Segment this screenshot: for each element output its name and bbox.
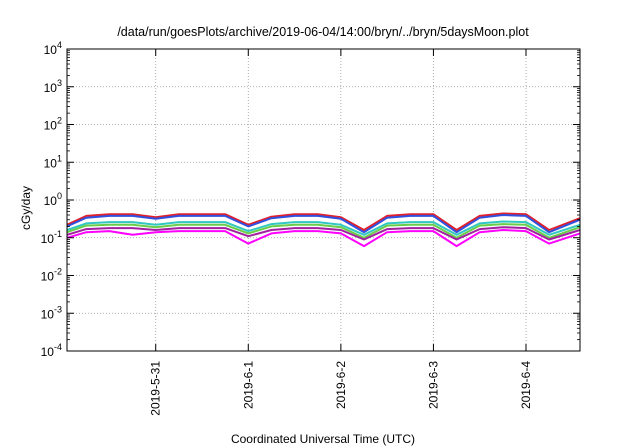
y-tick-label: 10-4 — [41, 342, 62, 359]
y-tick-label: 102 — [44, 116, 62, 133]
series-line-1 — [66, 212, 581, 231]
x-tick-label: 2019-6-4 — [519, 361, 533, 409]
x-axis: 2019-5-31 2019-6-1 2019-6-2 2019-6-3 2019-6-… — [149, 49, 533, 416]
plot-frame — [66, 48, 581, 352]
y-tick-label: 101 — [44, 153, 62, 170]
series-group — [66, 212, 581, 248]
series-line-4 — [66, 223, 581, 239]
x-axis-label: Coordinated Universal Time (UTC) — [231, 432, 415, 446]
y-axis: 10-4 10-3 10-2 10-1 100 101 102 103 104 — [41, 40, 580, 359]
y-tick-label: 10-2 — [41, 267, 62, 284]
series-line-5 — [66, 226, 581, 241]
y-tick-label: 10-3 — [41, 304, 62, 321]
x-tick-label: 2019-6-2 — [334, 361, 348, 409]
y-tick-label: 103 — [44, 78, 62, 95]
series-line-6 — [66, 229, 581, 248]
x-tick-label: 2019-6-3 — [426, 361, 440, 409]
chart-title: /data/run/goesPlots/archive/2019-06-04/1… — [117, 25, 529, 39]
y-axis-label: cGy/day — [19, 186, 33, 230]
y-tick-label: 100 — [44, 191, 62, 208]
grid — [67, 49, 580, 351]
series-line-2 — [66, 214, 581, 234]
y-tick-label: 104 — [44, 40, 62, 57]
x-tick-label: 2019-5-31 — [149, 361, 163, 416]
y-tick-label: 10-1 — [41, 229, 62, 246]
x-tick-label: 2019-6-1 — [241, 361, 255, 409]
series-line-3 — [66, 220, 581, 236]
